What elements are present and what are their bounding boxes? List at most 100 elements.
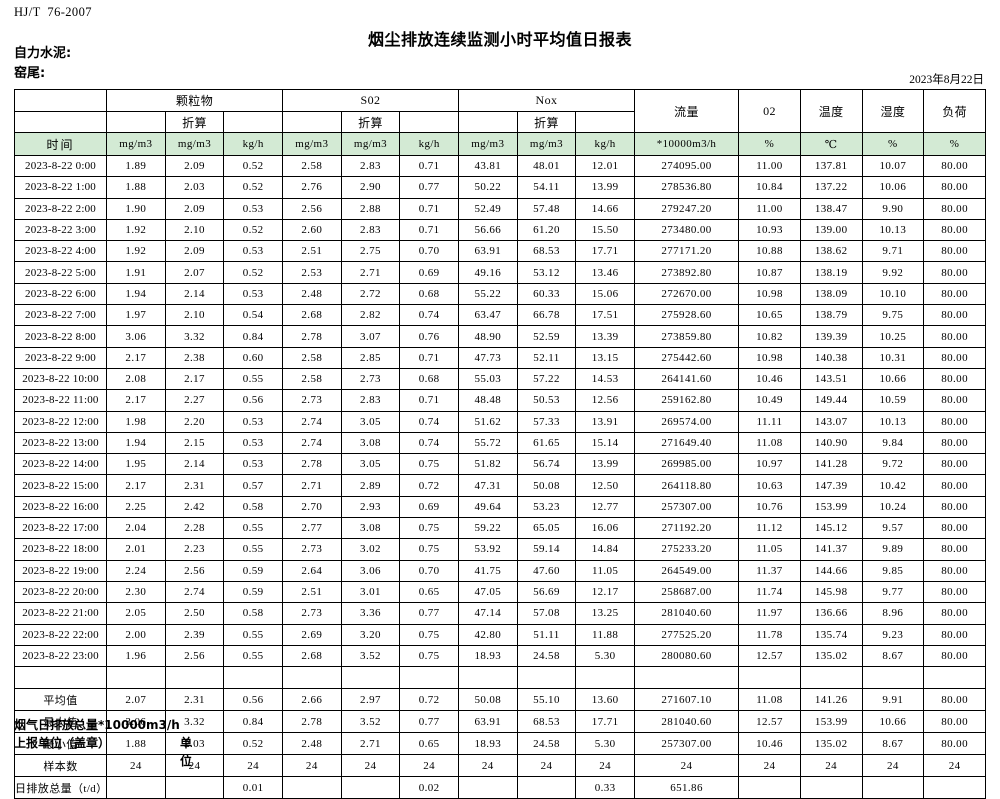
- data-cell: 16.06: [575, 517, 635, 540]
- data-cell: 13.25: [575, 602, 635, 625]
- data-cell: 14.53: [575, 367, 635, 391]
- data-cell: 143.07: [799, 410, 863, 433]
- data-cell: 13.99: [575, 176, 635, 199]
- data-cell: 50.08: [457, 688, 518, 712]
- data-cell: 137.81: [799, 154, 863, 178]
- data-cell: 24: [799, 754, 863, 778]
- footer-line-2-wrap: 上报单位（盖章） 单位: [14, 734, 192, 768]
- data-cell: 2.83: [340, 389, 401, 412]
- data-cell: 80.00: [923, 282, 986, 306]
- data-cell: 2.58: [282, 367, 342, 391]
- data-cell: 0.75: [399, 538, 459, 561]
- company-name: 自力水泥:: [14, 46, 72, 61]
- data-cell: 24: [164, 754, 225, 778]
- data-cell: 80.00: [923, 410, 986, 433]
- row-label-cell: 最小值: [13, 732, 108, 756]
- data-cell: 68.53: [516, 240, 577, 263]
- sub-header-row: 折算 折算 折算: [13, 111, 986, 133]
- data-cell: 24: [516, 754, 577, 778]
- data-cell: 3.20: [340, 623, 401, 646]
- data-cell: 3.07: [340, 325, 401, 348]
- group-header-o2: 02: [738, 89, 801, 133]
- summary-row: 平均值 2.07 2.31 0.56 2.66 2.97 0.72 50.08 55.10 13.…: [13, 688, 986, 712]
- data-cell: 0.55: [223, 623, 283, 646]
- footer-block: 烟气日排放总量*10000m3/h 上报单位（盖章） 单位: [14, 716, 192, 768]
- unit-particulate-raw: mg/m3: [106, 132, 166, 156]
- group-header-humidity: 湿度: [861, 89, 925, 133]
- data-cell: 57.22: [516, 367, 577, 391]
- data-cell: 2.66: [282, 688, 342, 712]
- data-cell: 80.00: [923, 346, 986, 369]
- data-cell: 55.03: [457, 367, 518, 391]
- data-cell: 153.99: [799, 710, 863, 734]
- row-label-cell: 2023-8-22 0:00: [13, 154, 108, 178]
- data-cell: 80.00: [923, 623, 986, 646]
- data-cell: 145.12: [799, 517, 863, 540]
- data-cell: 1.94: [106, 431, 166, 455]
- data-cell: 0.71: [399, 389, 459, 412]
- data-cell: 0.52: [223, 176, 283, 199]
- spacer-cell: [399, 666, 459, 690]
- data-cell: 13.15: [575, 346, 635, 369]
- data-cell: 10.13: [861, 410, 925, 433]
- data-cell: 47.73: [457, 346, 518, 369]
- data-cell: 11.11: [738, 410, 801, 433]
- row-label-cell: 2023-8-22 9:00: [13, 346, 108, 369]
- unit-so2-converted: mg/m3: [340, 132, 401, 156]
- data-cell: 10.46: [738, 367, 801, 391]
- reporting-unit-label: 上报单位（盖章）: [14, 736, 111, 750]
- row-label-cell: 日排放总量（t/d）: [13, 776, 108, 799]
- data-cell: 2.07: [164, 261, 225, 284]
- data-cell: 1.91: [106, 261, 166, 284]
- data-cell: 56.66: [457, 218, 518, 242]
- report-page: HJ/T 76-2007 烟尘排放连续监测小时平均值日报表 自力水泥: 窑尾: …: [13, 5, 986, 799]
- data-cell: 11.08: [738, 688, 801, 712]
- data-cell: 0.57: [223, 474, 283, 497]
- data-cell: [516, 776, 577, 799]
- spacer-cell: [923, 666, 986, 690]
- data-cell: 13.91: [575, 410, 635, 433]
- data-cell: 56.74: [516, 453, 577, 476]
- data-cell: 10.93: [738, 218, 801, 242]
- data-cell: 42.80: [457, 623, 518, 646]
- data-cell: 0.55: [223, 538, 283, 561]
- data-cell: 0.77: [399, 176, 459, 199]
- data-cell: 0.56: [223, 389, 283, 412]
- data-cell: 1.97: [106, 304, 166, 327]
- spacer-cell: [861, 666, 925, 690]
- data-cell: 2.74: [282, 431, 342, 455]
- data-cell: 271649.40: [633, 431, 740, 455]
- spacer-cell: [633, 666, 740, 690]
- table-row: 2023-8-22 14:00 1.95 2.14 0.53 2.78 3.05 0.75 5…: [13, 453, 986, 476]
- spacer-row: [13, 666, 986, 690]
- data-cell: 0.71: [399, 346, 459, 369]
- facility-name: 窑尾:: [14, 66, 46, 81]
- data-cell: 137.22: [799, 176, 863, 199]
- data-cell: 0.02: [399, 776, 459, 799]
- sub-header-so2-converted: 折算: [340, 111, 401, 133]
- data-cell: 13.60: [575, 688, 635, 712]
- data-cell: 0.59: [223, 559, 283, 582]
- data-cell: 2.93: [340, 495, 401, 519]
- data-cell: 11.97: [738, 602, 801, 625]
- data-cell: 2.70: [282, 495, 342, 519]
- data-cell: 273859.80: [633, 325, 740, 348]
- row-label-cell: 2023-8-22 10:00: [13, 367, 108, 391]
- data-cell: 277171.20: [633, 240, 740, 263]
- data-cell: 0.84: [223, 325, 283, 348]
- data-cell: 138.62: [799, 240, 863, 263]
- data-cell: 2.14: [164, 453, 225, 476]
- data-cell: 2.85: [340, 346, 401, 369]
- data-cell: 52.59: [516, 325, 577, 348]
- data-cell: 10.87: [738, 261, 801, 284]
- data-cell: 2.74: [282, 410, 342, 433]
- row-label-cell: 2023-8-22 20:00: [13, 580, 108, 604]
- data-cell: 41.75: [457, 559, 518, 582]
- data-cell: 2.77: [282, 517, 342, 540]
- data-cell: 51.11: [516, 623, 577, 646]
- data-cell: [923, 776, 986, 799]
- data-cell: 0.55: [223, 367, 283, 391]
- data-cell: 80.00: [923, 559, 986, 582]
- data-cell: 48.48: [457, 389, 518, 412]
- data-cell: 80.00: [923, 453, 986, 476]
